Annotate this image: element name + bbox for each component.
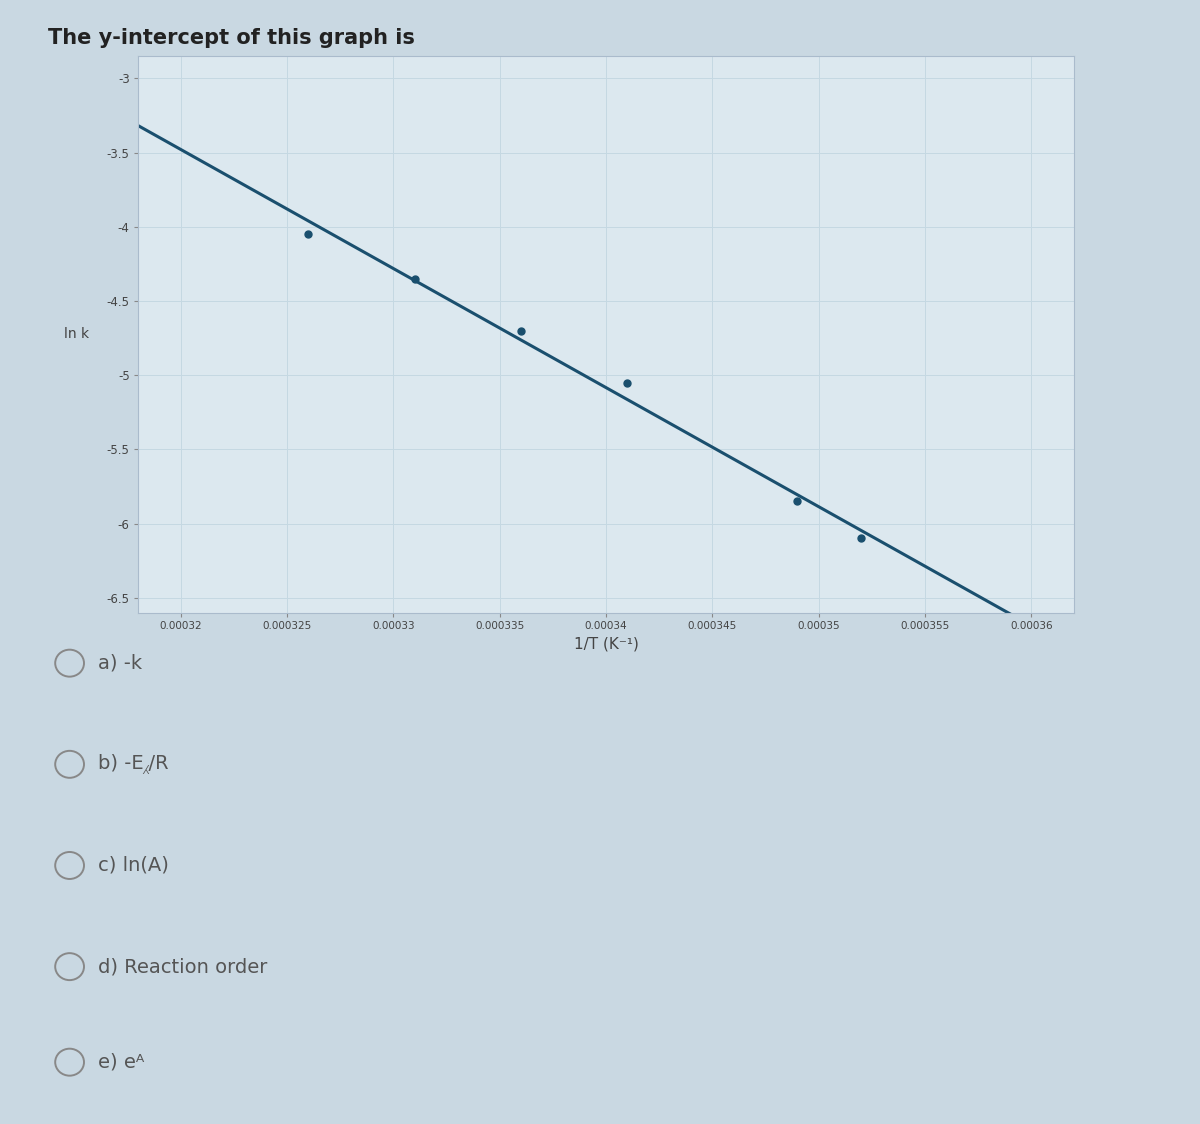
Text: c) ln(A): c) ln(A): [98, 856, 169, 874]
Point: [618, 373, 637, 391]
Point: [788, 492, 808, 510]
Point: [299, 225, 318, 243]
Point: [404, 270, 424, 288]
Text: e) eᴬ: e) eᴬ: [98, 1053, 145, 1071]
Text: The y-intercept of this graph is: The y-intercept of this graph is: [48, 28, 415, 48]
Point: [511, 321, 530, 339]
Text: d) Reaction order: d) Reaction order: [98, 958, 268, 976]
Y-axis label: ln k: ln k: [64, 327, 89, 342]
Text: a) -k: a) -k: [98, 654, 143, 672]
X-axis label: 1/T (K⁻¹): 1/T (K⁻¹): [574, 636, 638, 652]
Text: b) -E⁁/R: b) -E⁁/R: [98, 754, 169, 774]
Point: [852, 529, 871, 547]
